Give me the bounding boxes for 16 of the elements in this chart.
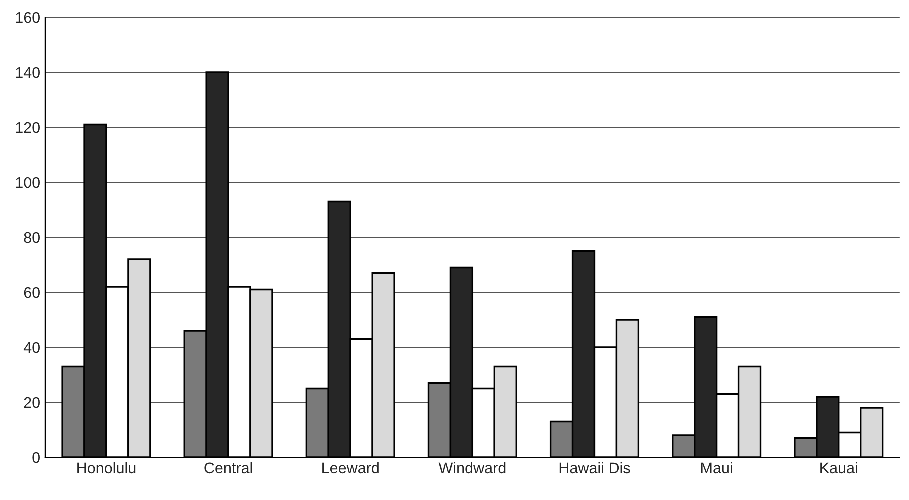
y-tick-label: 140 [16, 67, 40, 78]
x-tick-label: Maui [702, 462, 732, 474]
y-tick-label: 0 [32, 452, 40, 464]
y-tick-label: 60 [24, 287, 40, 298]
y-tick-label: 120 [16, 122, 40, 134]
x-tick-label: Central [204, 462, 252, 474]
y-tick-label: 160 [16, 12, 40, 24]
y-tick-label: 100 [16, 177, 40, 188]
x-tick-label: Kauai [820, 462, 858, 474]
x-tick-label: Hawaii Dis [560, 462, 630, 474]
y-tick-label: 20 [24, 397, 40, 408]
x-tick-label: Leeward [322, 462, 379, 474]
x-tick-label: Windward [438, 462, 506, 474]
x-tick-label: Honolulu [78, 462, 136, 474]
y-tick-label: 40 [24, 342, 40, 354]
y-tick-label: 80 [24, 232, 40, 244]
